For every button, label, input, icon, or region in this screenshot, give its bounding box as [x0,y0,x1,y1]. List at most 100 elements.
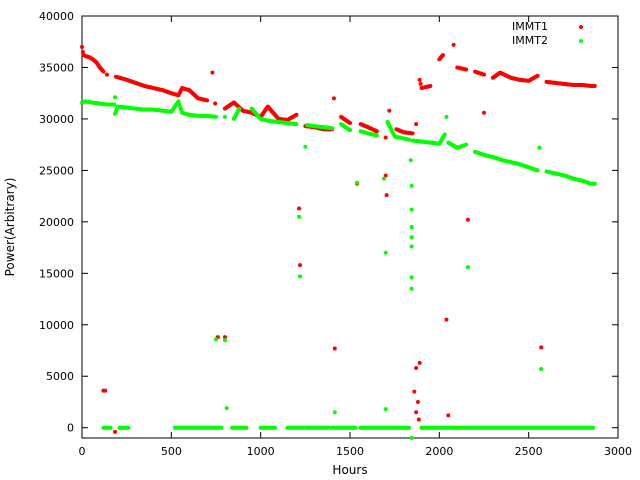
data-point-immt2 [383,407,388,412]
data-point-immt2 [539,367,544,372]
data-point-immt2-zero [406,425,411,430]
legend-label-immt1: IMMT1 [512,20,548,33]
data-point-immt2-zero [126,425,131,430]
x-tick-label: 3000 [604,445,632,458]
data-point-immt1 [465,217,470,222]
data-point-immt1 [415,399,420,404]
y-tick-label: 10000 [39,319,74,332]
data-point-immt2 [444,114,449,119]
data-point-immt2 [408,158,413,163]
data-point-immt2 [222,338,227,343]
data-point-immt2 [537,145,542,150]
legend-marker-immt1 [579,25,583,29]
data-point-immt1 [410,131,415,136]
x-tick-label: 1500 [336,445,364,458]
data-point-immt2 [214,337,218,342]
legend-label-immt2: IMMT2 [512,34,548,47]
plot-frame [81,15,619,439]
data-point-immt2 [381,176,386,181]
data-point-immt2 [409,183,414,188]
data-point-immt2 [409,275,414,280]
data-point-immt2-zero [590,425,595,430]
data-point-immt1 [451,42,456,47]
data-point-immt2-zero [108,425,113,430]
x-tick-label: 2000 [425,445,453,458]
data-point-immt2-zero [219,425,224,430]
x-tick-label: 2500 [515,445,543,458]
y-tick-label: 25000 [39,164,74,177]
data-point-immt2 [332,410,337,415]
y-tick-label: 15000 [39,267,74,280]
x-tick-label: 500 [161,445,182,458]
data-point-immt1 [113,429,118,434]
data-point-immt1 [592,83,597,88]
data-point-immt1 [416,417,421,422]
data-point-immt2 [294,122,299,127]
data-point-immt1 [222,335,227,340]
data-point-immt1 [417,77,422,82]
data-point-immt2 [592,181,597,186]
data-point-immt1 [482,110,486,115]
legend-marker-immt2 [579,39,583,43]
series-layer [80,42,597,440]
data-point-immt1 [101,69,106,74]
y-tick-label: 20000 [39,216,74,229]
data-point-immt1 [383,135,388,140]
data-point-immt2 [374,133,379,138]
data-point-immt2-zero [272,425,277,430]
data-point-immt1 [210,70,215,75]
y-tick-label: 35000 [39,61,74,74]
data-point-immt2 [409,225,414,229]
data-point-immt1 [539,345,544,350]
data-point-immt1 [105,72,110,77]
data-point-immt2 [112,102,117,107]
data-point-immt1 [418,81,423,86]
data-point-immt1 [374,129,379,134]
data-point-immt2 [348,128,352,133]
legend: IMMT1 IMMT2 [512,20,583,47]
data-point-immt1 [297,263,302,268]
data-point-immt2 [409,235,414,240]
data-point-immt2 [442,132,447,137]
data-point-immt2-zero [326,425,331,430]
data-point-immt2 [409,286,414,291]
data-point-immt1 [80,44,84,49]
data-point-immt1 [440,53,445,58]
data-point-immt2 [383,250,388,255]
data-point-immt2 [113,95,118,100]
data-point-immt1 [294,112,299,117]
data-point-immt1 [383,173,388,178]
data-point-immt2 [465,265,470,270]
data-point-immt1 [464,67,469,72]
data-point-immt2 [297,214,302,219]
data-point-immt2-zero [353,425,358,430]
y-axis-title: Power(Arbitrary) [3,178,17,277]
data-point-immt2 [409,436,414,440]
data-point-immt1 [348,121,352,126]
data-point-immt1 [482,72,486,77]
data-point-immt2 [355,180,360,185]
data-point-immt1 [446,413,451,418]
data-point-immt2 [409,244,414,249]
data-point-immt1 [535,73,540,78]
data-point-immt1 [428,83,433,88]
data-point-immt2 [303,144,308,149]
data-point-immt1 [414,410,419,415]
data-point-immt1 [213,101,218,106]
x-tick-label: 0 [79,445,86,458]
data-point-immt2 [214,114,218,119]
data-point-immt2 [330,126,335,131]
data-point-immt2 [224,406,229,411]
x-tick-label: 1000 [247,445,275,458]
data-point-immt1 [103,388,108,393]
y-tick-label: 5000 [46,370,74,383]
ticks-layer: 0 500 1000 1500 2000 2500 30000500010000150002… [39,10,632,458]
data-point-immt1 [414,366,419,371]
data-point-immt2 [406,137,411,142]
y-tick-label: 0 [67,422,74,435]
data-point-immt1 [332,346,337,351]
data-point-immt1 [384,193,389,198]
data-point-immt1 [80,50,85,55]
y-tick-label: 30000 [39,113,74,126]
